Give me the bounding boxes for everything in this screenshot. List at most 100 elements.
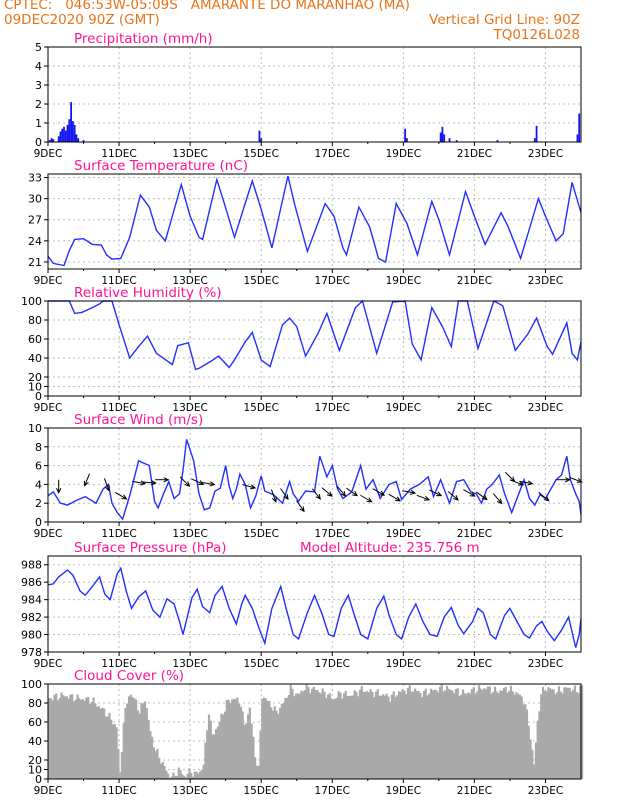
cloud-bar [314,690,317,779]
wind-arrow [132,480,146,485]
cloud-bar [87,696,90,779]
x-tick-label: 13DEC [172,658,207,670]
x-tick-label: 13DEC [172,275,207,287]
cloud-bar [289,684,292,779]
x-tick-label: 17DEC [315,402,350,414]
cloud-bar [565,687,568,779]
cloud-bar [579,685,582,779]
y-tick-label: 60 [28,716,42,729]
precip-bar [61,128,64,142]
cloud-bar [266,700,269,779]
x-tick-label: 21DEC [457,402,492,414]
cloud-bar [236,697,239,779]
y-tick-label: 988 [21,559,42,572]
cloud-bar [485,689,488,779]
cloud-bar [131,697,134,779]
plot-frame [47,427,582,523]
cloud-bar [527,725,530,779]
cloud-bar [124,707,127,779]
cloud-bar [403,690,406,779]
cloud-bar [392,691,395,779]
wind-arrow-head [198,480,205,485]
cloud-bar [106,716,109,779]
precip-bar [57,136,60,142]
cloud-bar [67,698,70,779]
cloud-bar [394,696,397,779]
cloud-bar [572,689,575,779]
cloud-bar [143,701,147,779]
cloud-bar [229,702,232,779]
x-tick-label: 15DEC [243,148,278,160]
cloud-bar [493,686,497,779]
wind-arrow-head [121,494,128,500]
cloud-bar [191,776,195,779]
cloud-bar [389,701,392,779]
cloud-bar [477,685,481,779]
wind-arrow [191,478,204,485]
precip-bar [73,124,76,142]
wind-arrow [447,491,459,501]
y-tick-label: 0 [35,390,42,403]
cloud-bar [556,692,559,779]
cloud-bar [495,691,498,779]
wind-arrow [360,494,372,503]
cloud-bar [151,736,154,779]
x-tick-label: 17DEC [315,785,350,797]
wind-arrow-head [56,488,62,494]
cloud-bar [447,688,450,779]
precip-bar [48,140,51,142]
panel-title-cloud: Cloud Cover (%) [74,668,184,684]
wind-arrow [429,489,442,497]
x-tick-label: 23DEC [528,658,563,670]
cloud-bar [241,711,244,779]
cloud-bar [193,771,196,779]
cloud-bar [278,707,282,779]
cloud-bar [316,690,319,779]
cloud-bar [147,719,150,779]
precip-bar [441,126,444,142]
wind-arrow [114,491,127,500]
x-tick-label: 21DEC [457,528,492,540]
cloud-bar [179,770,182,779]
cloud-bar [541,686,545,779]
wind-arrow-head [469,491,476,497]
cloud-bar [543,690,546,779]
cloud-bar [435,689,438,779]
cloud-bar [133,698,136,779]
wind-arrow-head [140,480,147,486]
x-tick-label: 19DEC [386,148,421,160]
cloud-bar [513,694,516,779]
cloud-bar [72,701,76,779]
cloud-bar [90,701,93,779]
cloud-bar [490,693,493,779]
x-tick-label: 9DEC [34,528,63,540]
cloud-bar [145,708,148,779]
cloud-bar [549,688,552,779]
cloud-bar [481,689,484,779]
wind-arrow [321,487,333,497]
cloud-bar [264,698,267,779]
cloud-bar [367,692,370,779]
cloud-bar [94,703,97,779]
cloud-bar [318,692,321,779]
header-datetime: 09DEC2020 90Z (GMT) [4,12,160,28]
cloud-bar [213,734,216,779]
cloud-bar [108,712,111,779]
cloud-bar [474,693,477,779]
x-tick-label: 13DEC [172,148,207,160]
cloud-bar [307,686,310,779]
precip-bar [66,124,69,142]
wind-arrow-head [104,485,110,492]
cloud-bar [122,723,125,779]
wind-arrow-head [352,491,359,497]
cloud-bar [492,691,495,779]
cloud-bar [417,690,420,779]
cloud-bar [396,695,399,779]
cloud-bar [243,724,246,779]
cloud-bar [170,776,173,779]
cloud-bar [309,693,312,779]
precip-bar [75,134,78,142]
cloud-bar [287,695,291,779]
cloud-bar [568,687,571,779]
wind-arrow [388,493,401,502]
